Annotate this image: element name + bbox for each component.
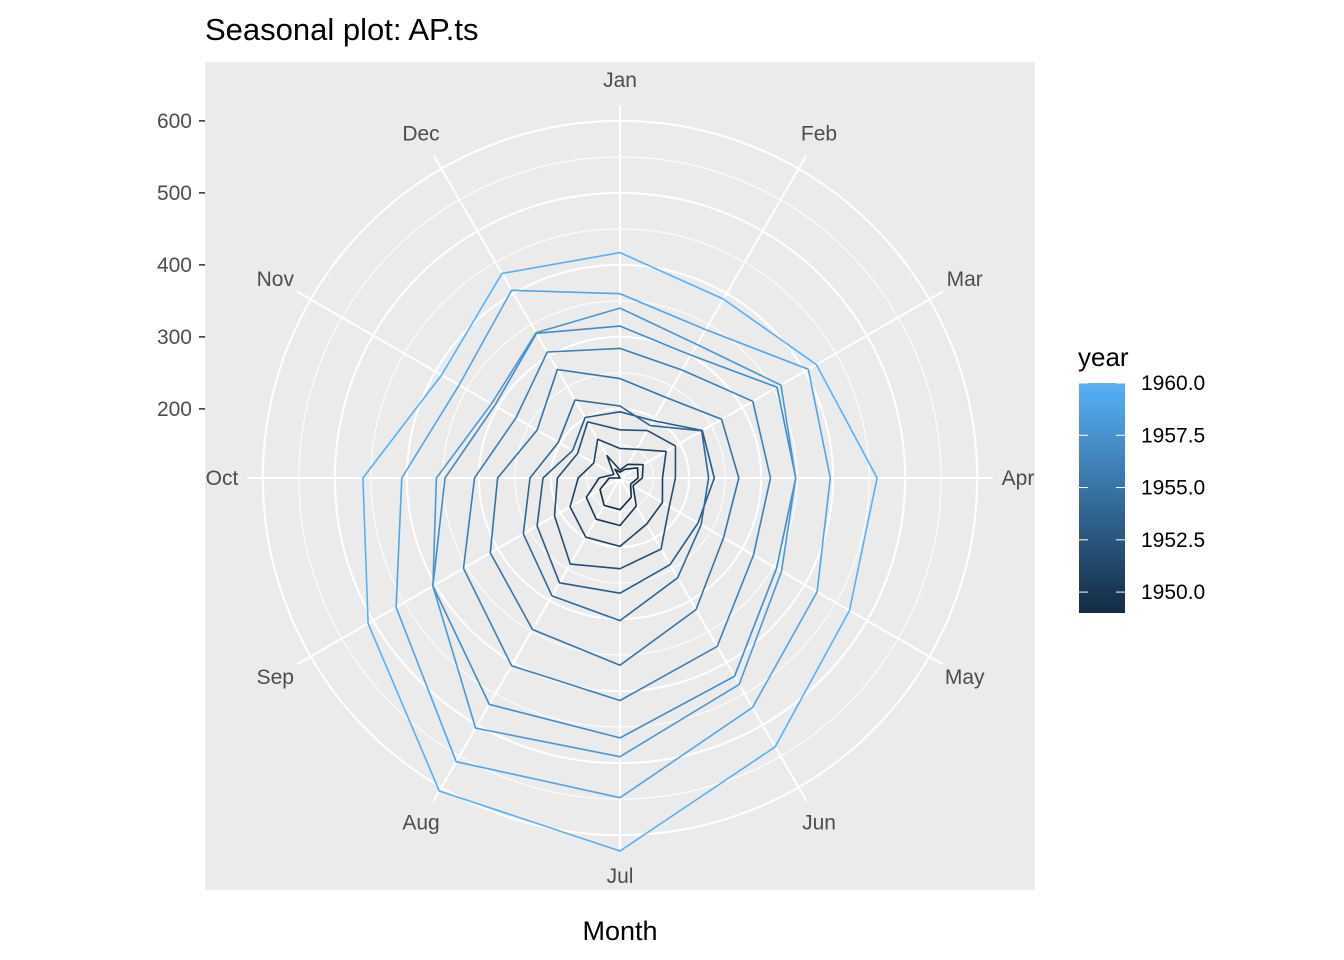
legend-title: year	[1078, 342, 1129, 372]
month-label-feb: Feb	[801, 122, 837, 145]
legend-colorbar	[1079, 383, 1125, 613]
series-lines	[362, 251, 878, 852]
series-line-1959	[395, 289, 832, 799]
month-label-sep: Sep	[257, 666, 294, 689]
spoke-feb	[619, 154, 808, 479]
legend-label: 1957.5	[1141, 424, 1205, 447]
legend-label: 1955.0	[1141, 477, 1205, 500]
month-label-dec: Dec	[402, 122, 439, 145]
series-line-1956	[462, 347, 772, 702]
spoke-dec	[432, 154, 621, 479]
r-tick-label: 500	[157, 182, 192, 205]
r-tick-label: 400	[157, 254, 192, 277]
legend-label: 1960.0	[1141, 372, 1205, 395]
legend-ticks: 1960.0 1957.5 1955.0 1952.5 1950.0	[1079, 372, 1205, 604]
r-tick-label: 200	[157, 398, 192, 421]
spoke-aug	[432, 477, 621, 802]
month-label-jan: Jan	[603, 69, 637, 92]
x-axis-title: Month	[582, 916, 657, 946]
month-label-apr: Apr	[1002, 467, 1035, 490]
month-label-aug: Aug	[402, 812, 439, 835]
month-labels: Jan Feb Mar Apr May Jun Jul Aug Sep Oct Nov Dec	[206, 69, 1035, 888]
legend-label: 1950.0	[1141, 581, 1205, 604]
series-line-1951	[569, 438, 667, 548]
r-tick-label: 300	[157, 326, 192, 349]
month-label-jul: Jul	[607, 865, 634, 888]
month-label-oct: Oct	[206, 467, 239, 490]
series-line-1952	[553, 421, 677, 570]
series-line-1958	[432, 307, 797, 758]
series-line-1950	[585, 454, 644, 527]
r-tick-label: 600	[157, 110, 192, 133]
series-line-1955	[489, 368, 740, 666]
month-label-nov: Nov	[257, 268, 295, 291]
series-line-1954	[522, 399, 710, 622]
month-label-mar: Mar	[947, 268, 983, 291]
legend-label: 1952.5	[1141, 529, 1205, 552]
legend: year 1960.0 1957.5 1955.0 1952.5 1950.0	[1078, 342, 1205, 613]
series-line-1960	[362, 251, 878, 852]
month-label-jun: Jun	[802, 812, 836, 835]
month-label-may: May	[945, 666, 985, 689]
spoke-sep	[296, 477, 621, 666]
series-line-1949	[599, 467, 639, 511]
radial-axis: 200 300 400 500 600	[157, 110, 205, 421]
chart-title: Seasonal plot: AP.ts	[205, 12, 478, 47]
series-line-1957	[432, 325, 797, 739]
